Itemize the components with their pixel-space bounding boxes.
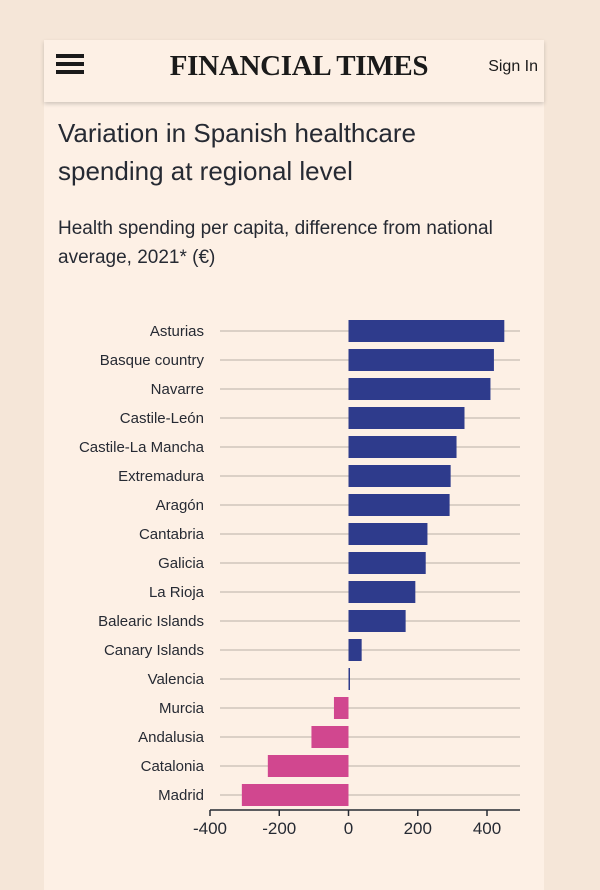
site-header: FINANCIAL TIMES Sign In	[44, 40, 544, 102]
hamburger-menu-icon[interactable]	[56, 54, 86, 78]
category-label: Catalonia	[141, 758, 205, 775]
chart-card: FINANCIAL TIMES Sign In Variation in Spa…	[44, 40, 544, 890]
bar	[348, 552, 426, 574]
x-tick-label: 200	[404, 819, 432, 838]
category-label: Valencia	[148, 671, 205, 688]
x-tick-label: 400	[473, 819, 501, 838]
category-label: Madrid	[158, 787, 204, 804]
chart-title: Variation in Spanish healthcare spending…	[58, 118, 416, 186]
bar	[311, 726, 349, 748]
category-label: La Rioja	[149, 584, 205, 601]
chart-subtitle: Health spending per capita, difference f…	[58, 218, 493, 268]
bar	[241, 784, 349, 806]
bar	[348, 320, 505, 342]
category-label: Castile-León	[120, 410, 204, 427]
bar	[348, 407, 465, 429]
category-label: Cantabria	[139, 526, 205, 543]
bar	[348, 610, 406, 632]
category-label: Castile-La Mancha	[79, 439, 205, 456]
bar	[348, 581, 416, 603]
bar	[348, 494, 450, 516]
category-label: Andalusia	[138, 729, 205, 746]
x-tick-label: -400	[193, 819, 227, 838]
bar	[348, 465, 451, 487]
bar	[348, 349, 494, 371]
category-label: Galicia	[158, 555, 205, 572]
category-label: Balearic Islands	[98, 613, 204, 630]
sign-in-link[interactable]: Sign In	[488, 58, 538, 75]
bar	[333, 697, 349, 719]
bar	[267, 755, 349, 777]
category-label: Canary Islands	[104, 642, 204, 659]
category-label: Navarre	[151, 381, 204, 398]
x-tick-label: 0	[344, 819, 353, 838]
category-label: Extremadura	[118, 468, 205, 485]
bar	[348, 378, 491, 400]
bar	[348, 523, 428, 545]
bar	[348, 436, 457, 458]
category-label: Asturias	[150, 323, 204, 340]
bar	[348, 639, 362, 661]
category-label: Basque country	[100, 352, 205, 369]
bar-chart: Asturias Basque country Navarre Castile-Leó…	[79, 320, 520, 838]
bar	[348, 668, 350, 690]
category-label: Aragón	[156, 497, 204, 514]
ft-logo[interactable]: FINANCIAL TIMES	[169, 50, 429, 82]
category-label: Murcia	[159, 700, 205, 717]
x-tick-label: -200	[262, 819, 296, 838]
